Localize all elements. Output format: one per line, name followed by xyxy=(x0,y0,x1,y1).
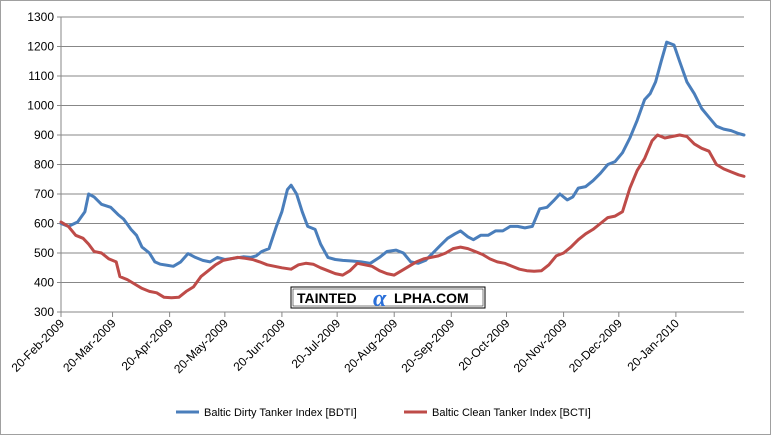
legend-label-bcti: Baltic Clean Tanker Index [BCTI] xyxy=(432,407,591,419)
grid-lines xyxy=(57,16,744,313)
y-tick-label-1300: 1300 xyxy=(27,10,54,24)
series-lines xyxy=(59,40,746,300)
x-tick-label-3: 20-May-2009 xyxy=(171,316,231,376)
series-line-bcti xyxy=(59,133,746,300)
y-tick-label-500: 500 xyxy=(34,246,54,260)
x-tick-label-4: 20-Jun-2009 xyxy=(230,316,288,374)
y-tick-label-1200: 1200 xyxy=(27,40,54,54)
x-tick-label-7: 20-Sep-2009 xyxy=(398,316,457,375)
legend-label-bdti: Baltic Dirty Tanker Index [BDTI] xyxy=(204,407,357,419)
y-tick-label-300: 300 xyxy=(34,305,54,319)
x-tick-label-5: 20-Jul-2009 xyxy=(289,316,344,371)
x-tick-label-0: 20-Feb-2009 xyxy=(9,316,68,375)
y-tick-label-900: 900 xyxy=(34,128,54,142)
x-tick-label-2: 20-Apr-2009 xyxy=(119,316,176,373)
y-tick-label-800: 800 xyxy=(34,158,54,172)
legend: Baltic Dirty Tanker Index [BDTI] Baltic … xyxy=(176,407,591,419)
y-tick-label-700: 700 xyxy=(34,187,54,201)
y-tick-label-1000: 1000 xyxy=(27,99,54,113)
x-tick-label-11: 20-Jan-2010 xyxy=(624,316,682,374)
y-tick-label-400: 400 xyxy=(34,276,54,290)
y-axis-tick-labels: 300 400 500 600 700 800 900 1000 1100 1200 1300 xyxy=(27,10,54,319)
x-tick-label-9: 20-Nov-2009 xyxy=(511,316,570,375)
watermark-text-before: TAINTED xyxy=(297,290,357,306)
x-tick-label-8: 20-Oct-2009 xyxy=(456,316,513,373)
watermark-alpha-glyph: α xyxy=(373,286,387,312)
y-tick-label-1100: 1100 xyxy=(28,69,54,83)
axes xyxy=(60,17,744,317)
x-tick-label-1: 20-Mar-2009 xyxy=(60,316,119,375)
x-tick-label-10: 20-Dec-2009 xyxy=(566,316,625,375)
taintedalpha-watermark: TAINTED α LPHA.COM xyxy=(290,286,486,312)
y-tick-label-600: 600 xyxy=(34,217,54,231)
series-line-bdti xyxy=(59,40,746,268)
x-tick-label-6: 20-Aug-2009 xyxy=(341,316,400,375)
watermark-text-after: LPHA.COM xyxy=(394,290,469,306)
